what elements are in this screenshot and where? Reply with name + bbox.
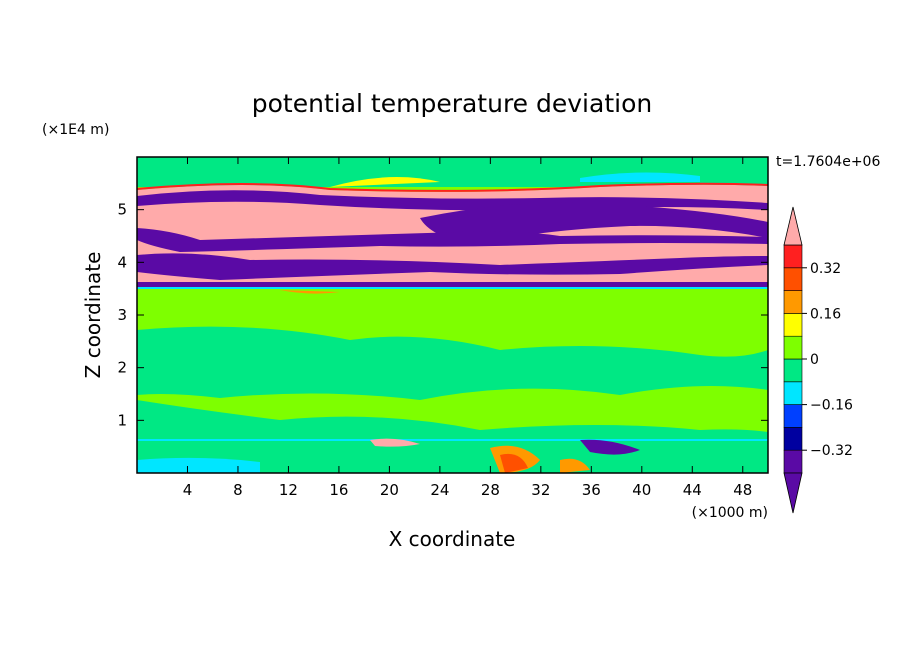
x-tick-label: 12 <box>279 481 298 499</box>
colorbar-tick-label: 0 <box>810 352 819 368</box>
x-unit-label: (×1000 m) <box>692 505 768 521</box>
y-tick-label: 4 <box>117 253 127 271</box>
colorbar: 0.32 0.16 0 −0.16 −0.32 <box>783 206 853 514</box>
y-tick-label: 1 <box>117 411 127 429</box>
chart-title: potential temperature deviation <box>252 89 652 118</box>
colorbar-segment <box>783 427 803 451</box>
x-axis: 4 8 12 16 20 24 28 32 36 40 44 48 <box>183 157 752 499</box>
colorbar-segment <box>783 449 803 474</box>
y-tick-label: 3 <box>117 306 127 324</box>
y-tick-label: 2 <box>117 359 127 377</box>
colorbar-tick-label: −0.16 <box>810 398 853 414</box>
x-tick-label: 40 <box>632 481 651 499</box>
colorbar-tick-label: 0.16 <box>810 306 841 322</box>
colorbar-under-arrow <box>783 472 803 514</box>
colorbar-segment <box>783 404 803 428</box>
x-tick-label: 48 <box>733 481 752 499</box>
time-label: t=1.7604e+06 <box>776 154 880 170</box>
x-tick-label: 36 <box>582 481 601 499</box>
colorbar-segment <box>783 290 803 314</box>
x-tick-label: 16 <box>329 481 348 499</box>
x-tick-label: 28 <box>481 481 500 499</box>
x-tick-label: 32 <box>531 481 550 499</box>
y-axis-label: Z coordinate <box>81 252 105 379</box>
y-tick-label: 5 <box>117 201 127 219</box>
contour-field <box>137 157 768 473</box>
x-axis-label: X coordinate <box>389 527 516 551</box>
x-tick-label: 44 <box>683 481 702 499</box>
x-tick-label: 4 <box>183 481 193 499</box>
x-tick-label: 8 <box>233 481 243 499</box>
colorbar-over-arrow <box>783 206 803 246</box>
y-axis: 1 2 3 4 5 <box>117 201 768 429</box>
colorbar-segment <box>783 358 803 383</box>
colorbar-segment <box>783 335 803 360</box>
x-tick-label: 20 <box>380 481 399 499</box>
y-unit-label: (×1E4 m) <box>42 122 109 138</box>
colorbar-segment <box>783 244 803 269</box>
x-tick-label: 24 <box>430 481 449 499</box>
colorbar-tick-label: 0.32 <box>810 261 841 277</box>
colorbar-segment <box>783 381 803 405</box>
colorbar-segment <box>783 267 803 291</box>
colorbar-tick-label: −0.32 <box>810 443 853 459</box>
colorbar-segment <box>783 313 803 337</box>
